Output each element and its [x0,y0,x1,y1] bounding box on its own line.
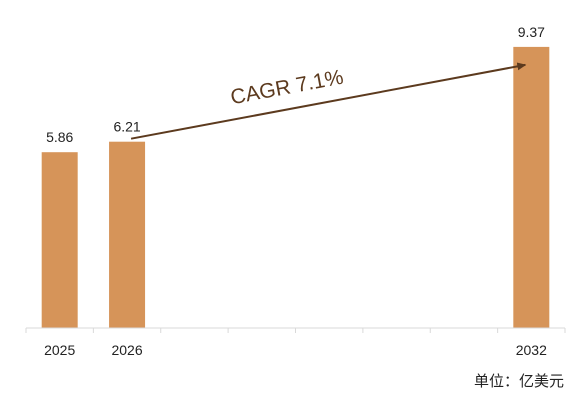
data-label-2032: 9.37 [518,24,545,40]
cagr-arrow [130,62,527,140]
data-label-2026: 6.21 [113,119,140,135]
bar-2026 [109,141,146,328]
x-tick-label-2026: 2026 [111,342,142,358]
unit-label: 单位：亿美元 [473,372,564,390]
data-label-2025: 5.86 [46,129,73,145]
x-tick-label-2032: 2032 [516,342,547,358]
bar-2025 [41,152,78,328]
x-tick-label-2025: 2025 [44,342,75,358]
bar-2032 [513,46,550,329]
